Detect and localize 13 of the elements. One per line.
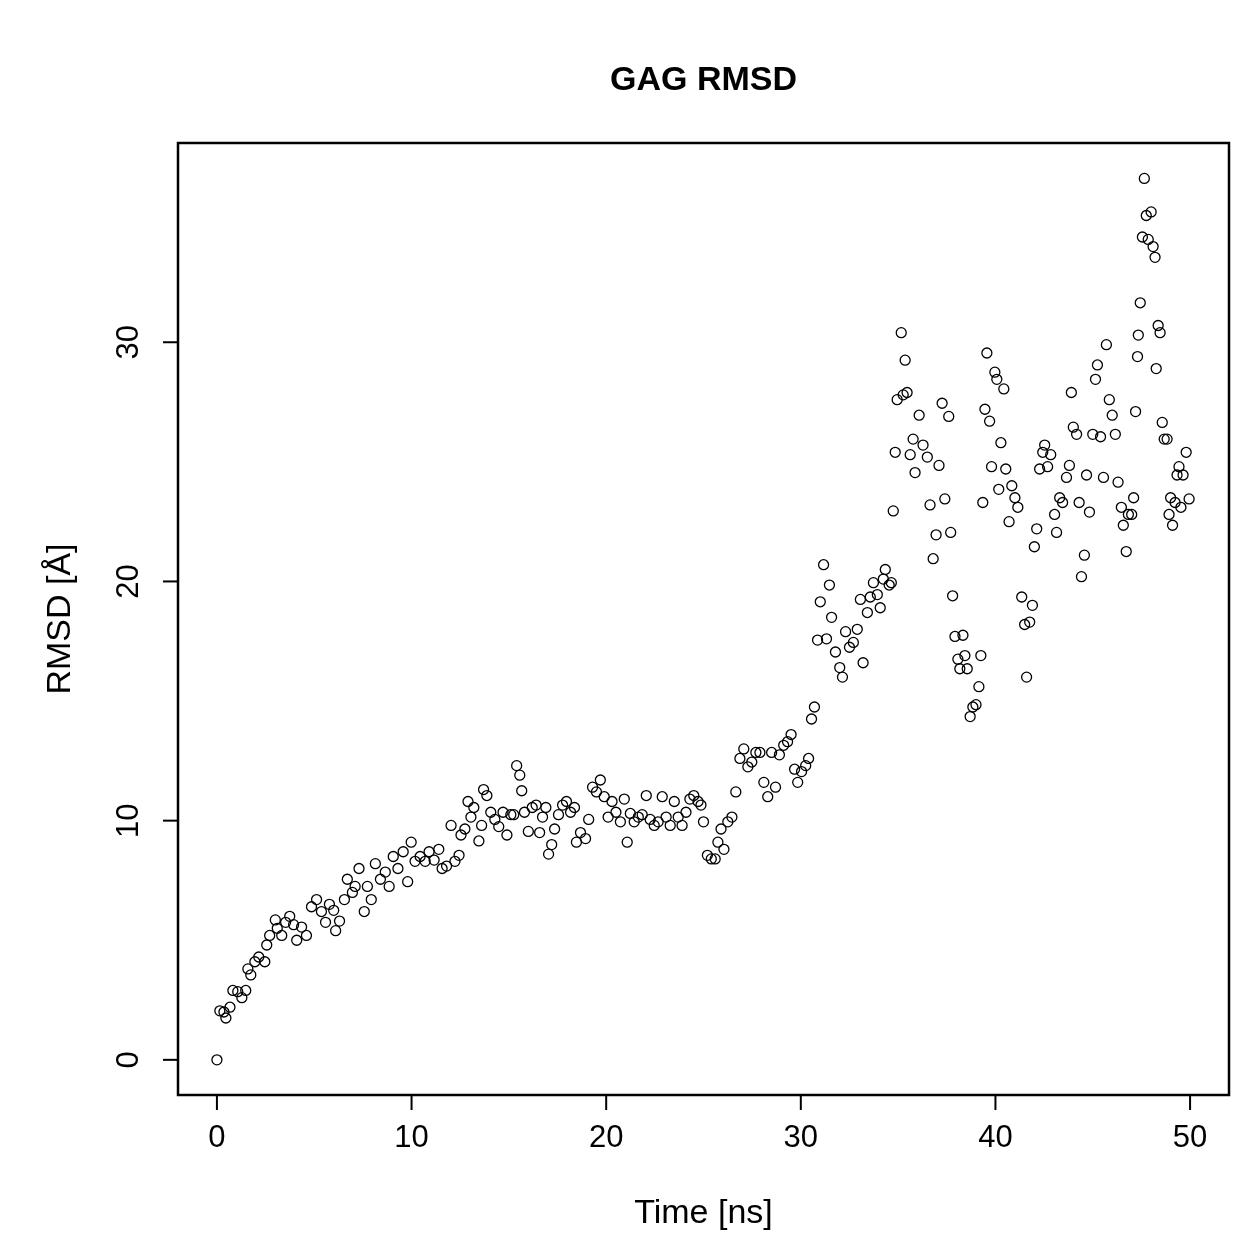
chart-title: GAG RMSD: [610, 59, 797, 97]
x-tick-label: 20: [588, 1119, 624, 1154]
y-tick-label: 20: [110, 564, 145, 599]
x-tick-label: 40: [978, 1119, 1013, 1154]
x-tick-label: 30: [783, 1119, 819, 1154]
y-tick-label: 0: [110, 1051, 145, 1069]
x-tick-label: 0: [208, 1119, 226, 1154]
y-tick-label: 30: [110, 325, 145, 360]
x-tick-label: 10: [394, 1119, 429, 1154]
x-tick-label: 50: [1172, 1119, 1208, 1154]
y-tick-label: 10: [110, 803, 145, 838]
x-axis-title: Time [ns]: [634, 1192, 773, 1230]
y-axis-title: RMSD [Å]: [39, 543, 77, 695]
